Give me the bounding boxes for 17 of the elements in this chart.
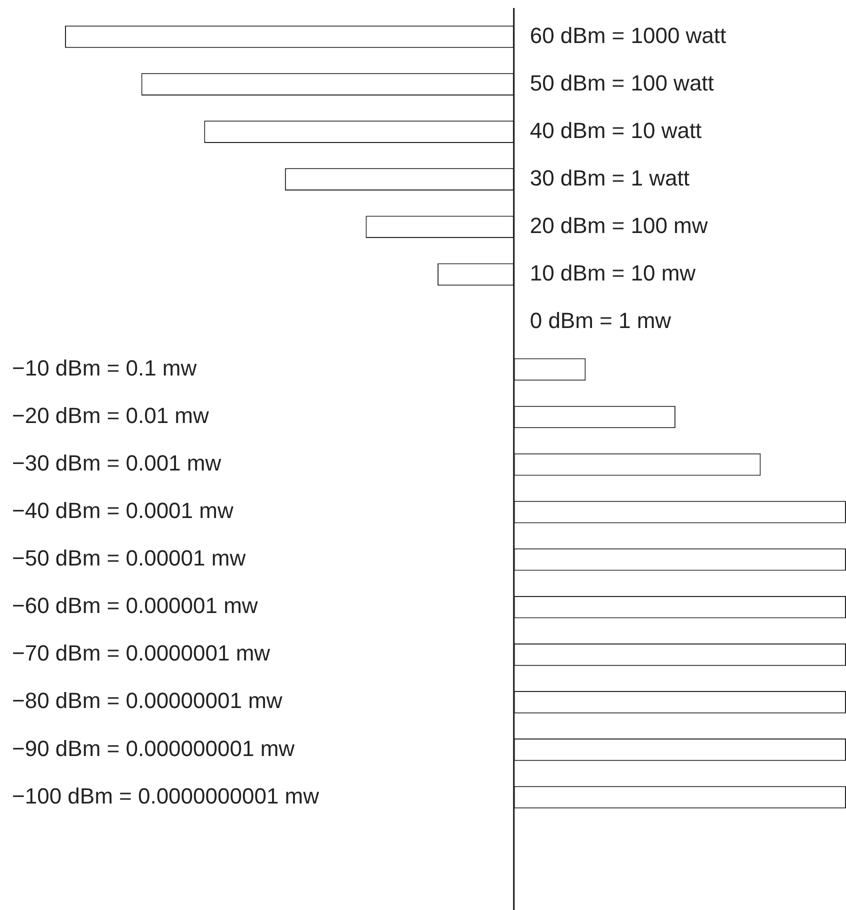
y-tick-label: −10 dBm = 0.1 mw xyxy=(12,356,197,381)
y-tick-label: −40 dBm = 0.0001 mw xyxy=(12,498,234,524)
y-tick-label: 0 dBm = 1 mw xyxy=(530,308,672,334)
y-tick-label: 50 dBm = 100 watt xyxy=(530,70,714,96)
y-tick-label: 60 dBm = 1000 watt xyxy=(530,22,726,48)
y-tick-label: 30 dBm = 1 watt xyxy=(530,165,690,190)
y-tick-label: −50 dBm = 0.00001 mw xyxy=(12,546,246,571)
y-tick-label: −20 dBm = 0.01 mw xyxy=(12,403,209,428)
y-tick-label: 20 dBm = 100 mw xyxy=(530,212,708,238)
y-tick-label: 40 dBm = 10 watt xyxy=(530,118,702,143)
y-tick-label: −90 dBm = 0.000000001 mw xyxy=(12,736,295,761)
y-tick-label: −60 dBm = 0.000001 mw xyxy=(12,593,258,618)
y-tick-label: −70 dBm = 0.0000001 mw xyxy=(12,640,270,666)
y-tick-label: 10 dBm = 10 mw xyxy=(530,260,696,286)
y-tick-label: −80 dBm = 0.00000001 mw xyxy=(12,688,282,714)
y-tick-label: −30 dBm = 0.001 mw xyxy=(12,450,222,476)
y-tick-label: −100 dBm = 0.0000000001 mw xyxy=(12,783,320,808)
